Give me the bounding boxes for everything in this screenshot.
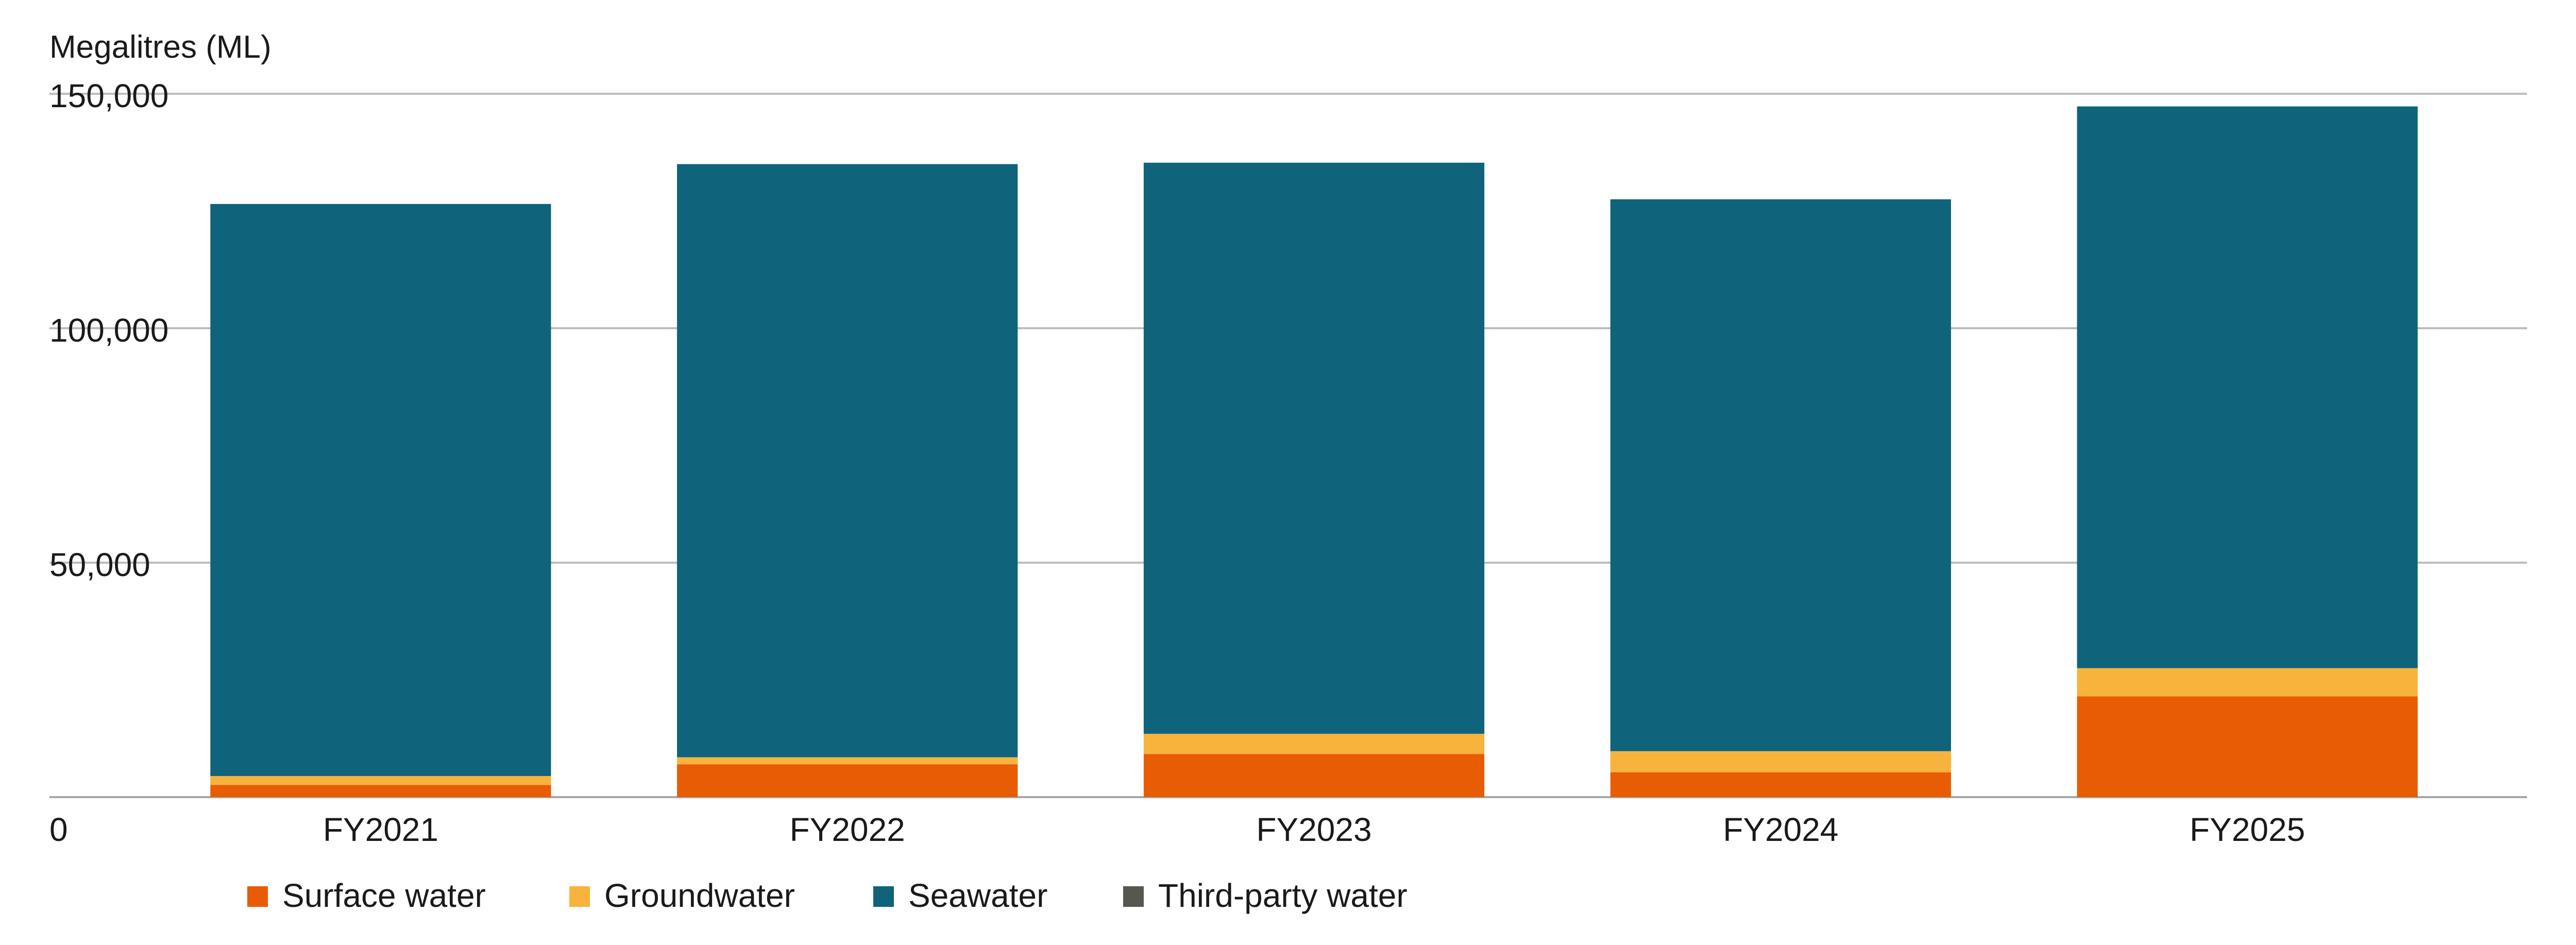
y-tick-label: 50,000 [49, 546, 150, 583]
legend-swatch [569, 886, 590, 907]
bar-surface-water-fy2025 [2077, 696, 2418, 797]
legend-label: Seawater [908, 877, 1047, 914]
legend-swatch [247, 886, 268, 907]
x-tick-label: FY2021 [323, 811, 438, 848]
bar-groundwater-fy2022 [677, 757, 1018, 765]
y-tick-labels: 0 50,000 100,000 150,000 [49, 77, 168, 848]
bar-seawater-fy2023 [1143, 162, 1485, 734]
y-axis-title: Megalitres (ML) [49, 29, 272, 65]
bar-surface-water-fy2023 [1143, 754, 1485, 797]
bars [210, 106, 2418, 797]
bar-surface-water-fy2021 [210, 785, 551, 797]
bar-surface-water-fy2022 [677, 764, 1018, 797]
bar-seawater-fy2021 [210, 204, 551, 777]
x-tick-label: FY2023 [1256, 811, 1371, 848]
legend-label: Surface water [282, 877, 486, 914]
bar-surface-water-fy2024 [1610, 772, 1951, 797]
x-tick-labels: FY2021 FY2022 FY2023 FY2024 FY2025 [323, 811, 2305, 848]
legend: Surface water Groundwater Seawater Third-pa… [247, 877, 1408, 914]
bar-groundwater-fy2023 [1143, 734, 1485, 754]
x-tick-label: FY2025 [2190, 811, 2305, 848]
x-tick-label: FY2024 [1723, 811, 1838, 848]
bar-groundwater-fy2021 [210, 776, 551, 785]
y-tick-label: 150,000 [49, 77, 168, 114]
bar-seawater-fy2025 [2077, 106, 2418, 668]
bar-seawater-fy2022 [677, 164, 1018, 757]
bar-groundwater-fy2024 [1610, 751, 1951, 772]
y-tick-label: 100,000 [49, 312, 168, 349]
legend-swatch [873, 886, 894, 907]
legend-label: Third-party water [1158, 877, 1408, 914]
legend-label: Groundwater [604, 877, 795, 914]
bar-seawater-fy2024 [1610, 199, 1951, 751]
x-tick-label: FY2022 [790, 811, 905, 848]
legend-swatch [1123, 886, 1144, 907]
bar-groundwater-fy2025 [2077, 668, 2418, 697]
y-tick-label: 0 [49, 811, 68, 848]
